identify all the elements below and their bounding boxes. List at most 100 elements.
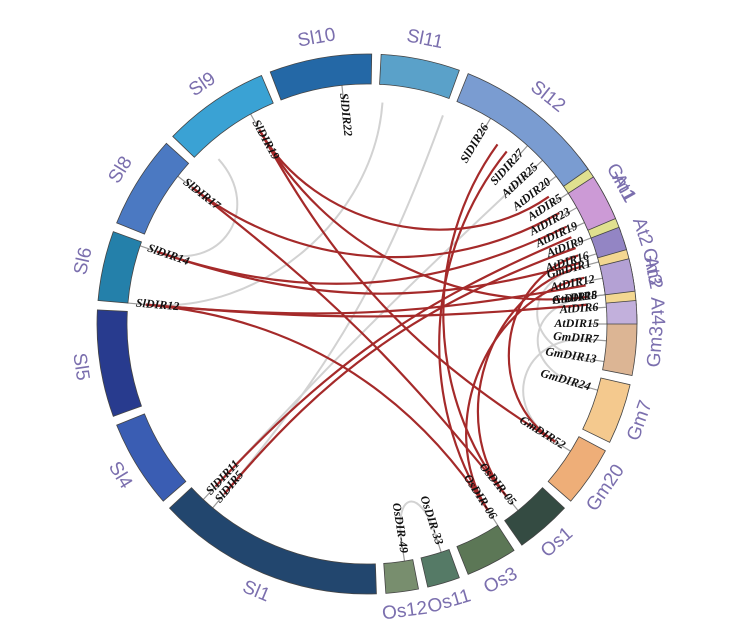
segment-label-sl8: Sl8	[104, 153, 136, 187]
segments-layer	[96, 53, 638, 595]
link-red-15	[191, 186, 560, 259]
link-red-8	[507, 254, 579, 443]
gene-label-osdir-49: OsDIR-49	[390, 502, 412, 554]
segment-at2	[590, 226, 628, 259]
link-red-19	[438, 150, 508, 511]
segment-label-gm3: Gm3	[644, 325, 668, 368]
gene-tick-sldir26	[480, 117, 492, 135]
segment-sl1	[168, 487, 377, 595]
gene-label-gmdir13: GmDIR13	[545, 344, 598, 366]
gene-label-sldir17: SlDIR17	[181, 175, 225, 213]
gene-tick-sldir5	[212, 493, 225, 509]
link-gray-7	[214, 171, 531, 488]
gene-tick-osdir-49	[401, 543, 406, 562]
link-gray-5	[145, 102, 384, 307]
gene-label-gmdir7: GmDIR7	[553, 329, 600, 346]
segment-label-at3: At3	[640, 255, 666, 287]
gene-tick-sldir19	[250, 113, 260, 131]
gene-tick-sldir27	[515, 145, 529, 160]
segment-sl11	[379, 53, 460, 99]
gene-tick-sldir22	[341, 85, 345, 104]
segment-label-sl4: Sl4	[104, 458, 136, 493]
gene-label-sldir26: SlDIR26	[457, 121, 491, 165]
segment-sl6	[97, 231, 142, 304]
gene-tick-gmdir1	[581, 261, 599, 268]
gene-label-gmdir5: GmDIR5	[551, 288, 598, 307]
links-layer	[145, 102, 589, 544]
gene-tick-atdir23	[560, 207, 578, 217]
segment-label-at4: At4	[646, 297, 668, 327]
gene-label-gmdir52: GmDIR52	[517, 413, 568, 452]
gene-tick-gmdir7	[588, 338, 607, 342]
gene-tick-atdir20	[541, 175, 557, 188]
gene-label-gmdir24: GmDIR24	[539, 366, 592, 394]
segment-sl9	[172, 74, 274, 158]
link-red-24	[145, 303, 589, 318]
segment-label-sl1: Sl1	[240, 577, 273, 607]
segment-label-sl6: Sl6	[70, 245, 96, 276]
gene-label-atdir18: AtDIR18	[551, 288, 598, 307]
segment-label-os11: Os11	[425, 585, 473, 618]
segment-os1	[504, 487, 566, 546]
gene-labels-layer: GmDIR1GmDIR5GmDIR7GmDIR13GmDIR24GmDIR52O…	[135, 92, 600, 554]
gene-label-sldir14: SlDIR14	[146, 241, 192, 268]
gene-label-osdir-33: OsDIR-33	[418, 494, 447, 547]
link-gray-6	[156, 158, 239, 258]
segment-at3	[599, 258, 636, 296]
segment-os12	[383, 559, 419, 594]
link-red-18	[442, 143, 508, 498]
segment-label-at2: At2	[628, 215, 657, 249]
segment-sl8	[116, 142, 190, 235]
segment-sl4	[116, 413, 187, 502]
segment-at1	[567, 176, 617, 231]
link-red-17	[156, 225, 568, 285]
segment-label-sl11: Sl11	[405, 25, 445, 53]
gene-tick-gmdir24	[580, 384, 598, 391]
gene-tick-osdir-05	[506, 496, 519, 511]
segment-label-sl10: Sl10	[296, 24, 337, 51]
segment-at4	[605, 300, 638, 325]
ticks-layer	[127, 85, 607, 562]
gene-tick-sldir11	[202, 485, 217, 500]
gene-tick-atdir6	[588, 306, 607, 310]
gene-label-atdir6: AtDIR6	[558, 300, 599, 317]
gene-tick-atdir9	[574, 237, 592, 246]
gene-tick-sldir14	[139, 245, 158, 253]
gene-tick-sldir12	[127, 302, 146, 306]
segment-sl5	[96, 309, 142, 417]
segment-os3	[456, 524, 515, 575]
segment-os11	[420, 549, 460, 588]
link-red-12	[214, 236, 572, 488]
gene-tick-gmdir13	[586, 358, 605, 363]
gene-tick-atdir16	[579, 253, 597, 260]
gene-tick-atdir12	[584, 277, 603, 283]
gene-tick-osdir-33	[435, 534, 442, 553]
segment-gm7	[582, 377, 631, 443]
segment-label-gm7: Gm7	[623, 398, 657, 444]
gene-label-atdir15: AtDIR15	[553, 316, 599, 330]
segment-label-sl9: Sl9	[185, 68, 220, 101]
link-red-11	[223, 247, 576, 495]
segment-label-os12: Os12	[381, 598, 429, 625]
gene-tick-osdir-06	[487, 509, 499, 526]
link-red-16	[258, 129, 588, 301]
segment-label-sl5: Sl5	[68, 352, 93, 382]
link-red-20	[191, 186, 508, 498]
segment-sl12	[456, 73, 589, 187]
gene-tick-atdir18	[587, 294, 606, 298]
link-gray-3	[399, 500, 437, 544]
segment-gm20	[547, 436, 606, 502]
link-red-9	[476, 265, 582, 498]
gene-label-sldir22: SlDIR22	[337, 92, 355, 137]
segment-label-os3: Os3	[480, 563, 521, 598]
gene-label-sldir12: SlDIR12	[135, 296, 179, 314]
link-red-22	[145, 303, 489, 511]
link-red-23	[258, 129, 550, 231]
gene-tick-sldir17	[177, 175, 193, 188]
link-red-21	[258, 129, 556, 443]
segment-sl10	[269, 53, 373, 101]
gene-label-sldir19: SlDIR19	[249, 117, 282, 162]
gene-tick-atdir25	[528, 159, 543, 174]
link-gray-1	[536, 295, 588, 387]
